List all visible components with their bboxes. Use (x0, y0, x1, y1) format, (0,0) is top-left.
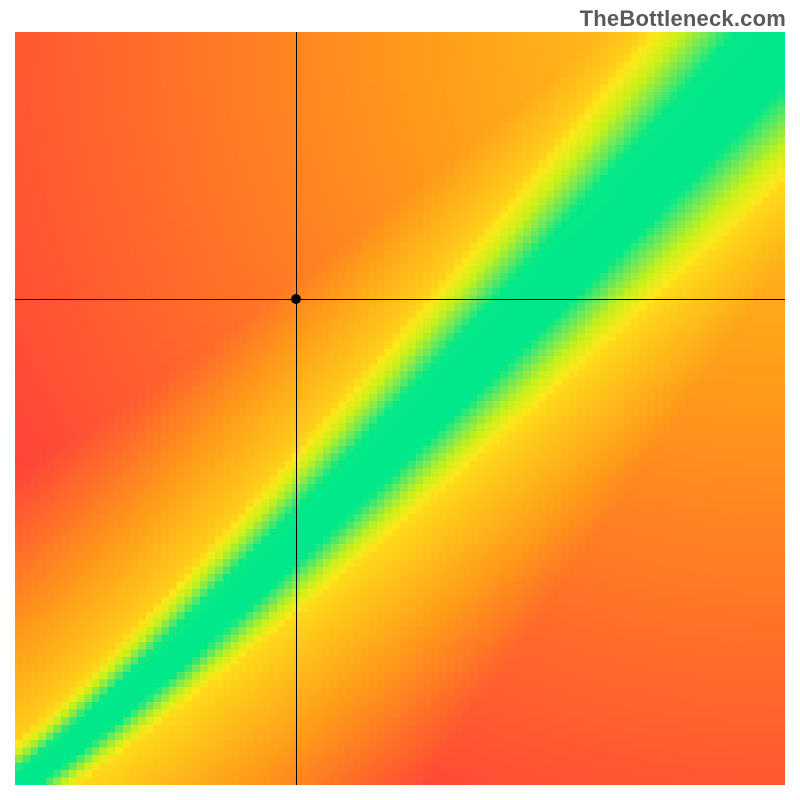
crosshair-marker (291, 294, 301, 304)
watermark-text: TheBottleneck.com (580, 6, 786, 32)
heatmap-canvas (15, 32, 785, 785)
heatmap-plot (15, 32, 785, 785)
crosshair-vertical (296, 32, 297, 785)
crosshair-horizontal (15, 299, 785, 300)
